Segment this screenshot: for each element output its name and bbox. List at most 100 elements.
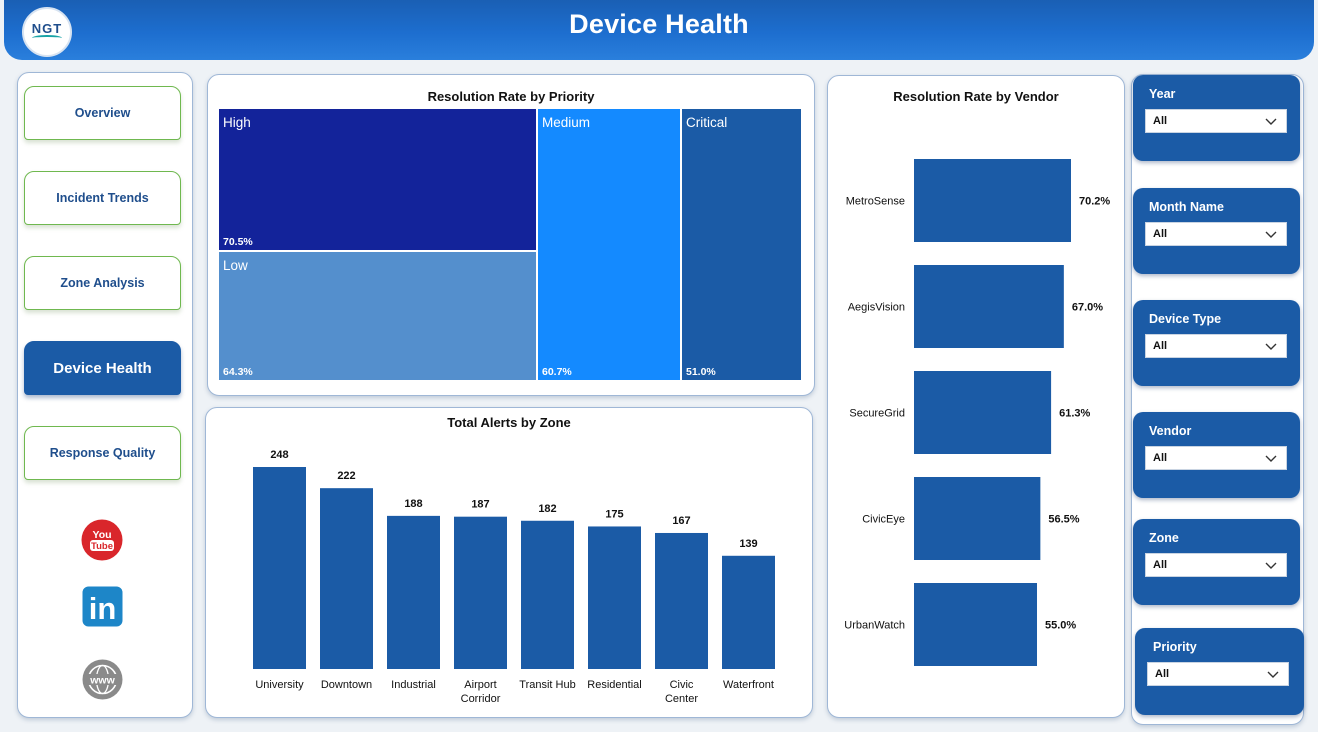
- device-type-filter: Device Type All: [1133, 300, 1300, 386]
- nav-button-label: Device Health: [53, 359, 152, 377]
- zone-bar-chart: 248 University 222 Downtown 188 Industrial 187…: [253, 449, 775, 705]
- nav-overview-button[interactable]: Overview: [24, 86, 181, 140]
- vendor-bar[interactable]: [914, 477, 1041, 560]
- nav-button-label: Incident Trends: [56, 191, 149, 205]
- zone-dropdown[interactable]: All: [1145, 553, 1287, 577]
- vendor-filter-label: Vendor: [1149, 424, 1192, 438]
- zone-filter-label: Zone: [1149, 531, 1179, 545]
- zone-category-label: Downtown: [321, 679, 372, 691]
- chevron-down-icon: [1264, 114, 1278, 133]
- logo-swoosh: [32, 35, 62, 41]
- zone-bar[interactable]: [454, 516, 507, 669]
- zone-value-label: 167: [672, 515, 690, 527]
- vendor-category-label: SecureGrid: [849, 408, 905, 420]
- treemap-category-label: Low: [223, 258, 248, 273]
- nav-incident-trends-button[interactable]: Incident Trends: [24, 171, 181, 225]
- zone-bar[interactable]: [387, 515, 440, 669]
- treemap-value-label: 64.3%: [223, 366, 253, 378]
- zone-value-label: 188: [404, 498, 422, 510]
- vendor-value-label: 55.0%: [1045, 620, 1076, 632]
- zone-bar[interactable]: [320, 488, 373, 669]
- zone-filter: Zone All: [1133, 519, 1300, 605]
- linkedin-icon[interactable]: in: [82, 586, 123, 627]
- nav-button-label: Zone Analysis: [60, 276, 145, 290]
- zone-chart-panel: Total Alerts by Zone: [205, 407, 813, 718]
- treemap-category-label: Critical: [686, 115, 728, 130]
- vendor-category-label: MetroSense: [846, 196, 905, 208]
- vendor-bar-chart: MetroSense 70.2% AegisVision 67.0% SecureGri…: [844, 159, 1110, 666]
- year-filter: Year All: [1133, 75, 1300, 161]
- website-globe-icon[interactable]: www: [82, 659, 123, 700]
- vendor-category-label: AegisVision: [848, 302, 905, 314]
- priority-dropdown[interactable]: All: [1147, 662, 1289, 686]
- zone-category-label: Industrial: [391, 679, 436, 691]
- treemap-category-label: Medium: [542, 115, 591, 130]
- company-logo: NGT: [22, 7, 72, 57]
- chevron-down-icon: [1264, 558, 1278, 577]
- zone-category-label: Airport Corridor: [461, 679, 501, 705]
- filters-panel: [1131, 74, 1304, 725]
- priority-chart-title: Resolution Rate by Priority: [427, 89, 595, 104]
- month-name-filter: Month Name All: [1133, 188, 1300, 274]
- priority-filter-label: Priority: [1153, 640, 1197, 654]
- nav-device-health-button[interactable]: Device Health: [24, 341, 181, 395]
- zone-category-label: Waterfront: [723, 679, 774, 691]
- treemap-cell-low[interactable]: Low 64.3%: [218, 251, 537, 381]
- year-dropdown[interactable]: All: [1145, 109, 1287, 133]
- chevron-down-icon: [1264, 451, 1278, 470]
- device-type-selected-value: All: [1153, 340, 1168, 352]
- zone-value-label: 248: [270, 449, 288, 461]
- zone-category-label: Residential: [587, 679, 641, 691]
- zone-selected-value: All: [1153, 559, 1168, 571]
- vendor-value-label: 61.3%: [1059, 408, 1090, 420]
- chevron-down-icon: [1264, 227, 1278, 246]
- chevron-down-icon: [1264, 339, 1278, 358]
- zone-bar[interactable]: [521, 520, 574, 669]
- logo-text: NGT: [31, 21, 63, 36]
- youtube-text-tube: Tube: [91, 541, 113, 552]
- zone-category-label: Civic Center: [665, 679, 698, 705]
- month-name-dropdown[interactable]: All: [1145, 222, 1287, 246]
- zone-bar[interactable]: [655, 532, 708, 669]
- zone-value-label: 187: [471, 499, 489, 511]
- treemap-cell-medium[interactable]: Medium 60.7%: [537, 108, 681, 381]
- vendor-dropdown[interactable]: All: [1145, 446, 1287, 470]
- zone-bar[interactable]: [253, 467, 306, 669]
- zone-bar[interactable]: [588, 526, 641, 669]
- chevron-down-icon: [1266, 667, 1280, 686]
- vendor-bar[interactable]: [914, 265, 1064, 348]
- youtube-icon[interactable]: You Tube: [81, 519, 123, 561]
- nav-response-quality-button[interactable]: Response Quality: [24, 426, 181, 480]
- device-type-dropdown[interactable]: All: [1145, 334, 1287, 358]
- month-name-filter-label: Month Name: [1149, 200, 1224, 214]
- nav-button-label: Response Quality: [49, 446, 156, 460]
- treemap-value-label: 60.7%: [542, 366, 572, 378]
- youtube-text-you: You: [92, 529, 111, 541]
- vendor-bar[interactable]: [914, 159, 1071, 242]
- website-text: www: [89, 675, 115, 687]
- treemap-cell-high[interactable]: High 70.5%: [218, 108, 537, 251]
- year-filter-label: Year: [1149, 87, 1176, 101]
- priority-selected-value: All: [1155, 668, 1170, 680]
- vendor-bar[interactable]: [914, 371, 1052, 454]
- priority-filter: Priority All: [1135, 628, 1304, 715]
- nav-zone-analysis-button[interactable]: Zone Analysis: [24, 256, 181, 310]
- header-bar: NGT Device Health: [4, 0, 1314, 60]
- zone-value-label: 222: [337, 470, 355, 482]
- treemap-cell-critical[interactable]: Critical 51.0%: [681, 108, 802, 381]
- treemap-value-label: 51.0%: [686, 366, 716, 378]
- zone-value-label: 175: [605, 508, 623, 520]
- zone-value-label: 139: [739, 538, 757, 550]
- vendor-chart-title: Resolution Rate by Vendor: [893, 89, 1059, 104]
- vendor-selected-value: All: [1153, 452, 1168, 464]
- linkedin-text: in: [89, 591, 117, 626]
- nav-button-label: Overview: [74, 106, 131, 120]
- vendor-bar[interactable]: [914, 583, 1038, 666]
- zone-value-label: 182: [538, 503, 556, 515]
- zone-bar[interactable]: [722, 555, 775, 669]
- treemap-category-label: High: [223, 115, 251, 130]
- vendor-value-label: 70.2%: [1079, 196, 1110, 208]
- zone-category-label: University: [255, 679, 304, 691]
- vendor-filter: Vendor All: [1133, 412, 1300, 498]
- year-selected-value: All: [1153, 115, 1168, 127]
